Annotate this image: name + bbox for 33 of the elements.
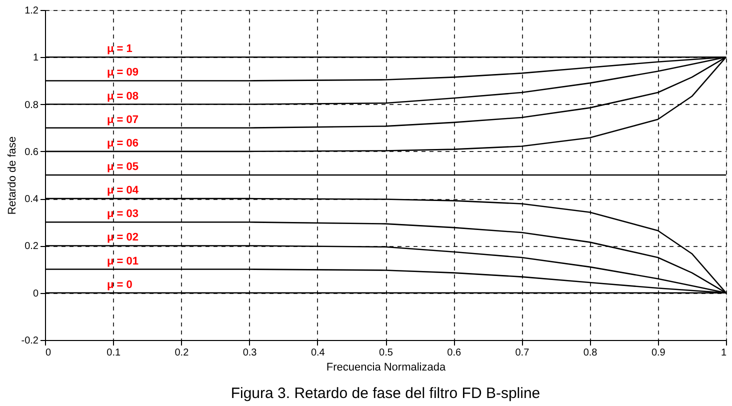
series-label: μ = 07 [107,114,139,126]
y-tick-label: 0.2 [24,241,39,252]
series-label: μ = 04 [107,184,140,197]
series-label: μ = 08 [107,90,139,102]
x-tick-label: 1 [720,348,727,358]
x-tick-label: 0 [46,348,52,358]
y-tick-label: 1 [32,52,39,64]
series-label: μ = 06 [107,137,139,150]
y-tick-label: 0 [32,288,39,300]
y-tick-label: 1.2 [24,6,39,16]
y-tick-label: 0.6 [24,146,39,158]
x-axis-title: Frecuencia Normalizada [326,362,446,374]
x-tick-label: 0.4 [310,348,326,358]
x-tick-label: 0.2 [174,348,190,358]
text: Figura 3. Retardo de fase del filtro FD B-spline [230,385,540,402]
series-label: μ = 0 [107,278,132,291]
series-label: μ = 03 [107,208,139,220]
x-tick-label: 0.9 [651,348,666,358]
y-axis-title: Retardo de fase [6,136,18,215]
x-tick-label: 0.7 [515,348,530,358]
x-tick-label: 0.1 [106,348,121,358]
y-tick-label: 0.4 [24,194,39,206]
series-label: μ = 1 [107,43,132,56]
series-label: μ = 09 [107,66,139,79]
x-tick-label: 0.5 [379,348,394,358]
x-tick-label: 0.3 [242,348,258,358]
x-tick-label: 0.6 [447,348,462,358]
x-tick-label: 0.8 [583,348,598,358]
y-tick-label: -0.2 [21,336,39,346]
series-label: μ = 02 [107,232,139,244]
series-label: μ = 05 [107,161,139,173]
y-tick-label: 0.8 [24,100,39,111]
series-label: μ = 01 [107,255,139,268]
